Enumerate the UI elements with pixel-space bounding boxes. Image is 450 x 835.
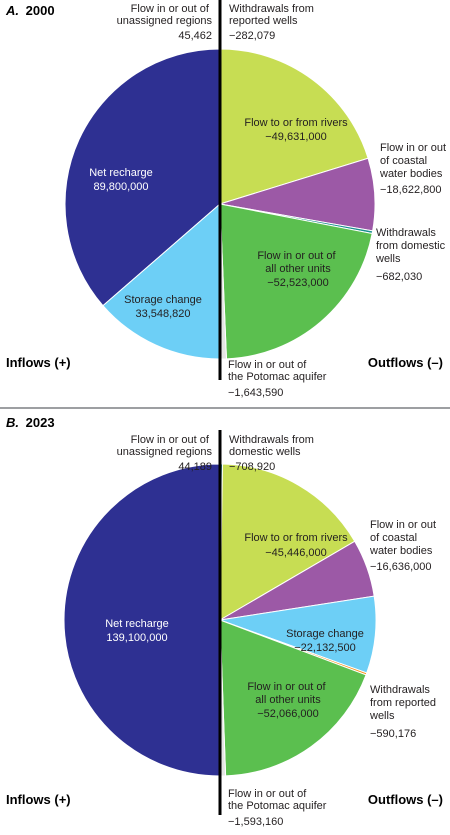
label-rivers-2023: Flow to or from rivers [244,532,348,544]
panel-a-title: A. 2000 [5,3,55,18]
label-potomac-2023-line1: Flow in or out of [228,788,307,800]
label-domestic-wells-2000-line1: Withdrawals [376,227,436,239]
label-coastal-2023-line1: Flow in or out [370,519,436,531]
inflows-label-2000: Inflows (+) [6,355,71,370]
value-unassigned-2023: 44,189 [178,461,212,473]
label-reported-wells-2023: Withdrawals from reported wells [369,684,439,722]
label-reported-wells-2000-line1: Withdrawals from [229,3,314,15]
value-storage-change-2023: −22,132,500 [294,642,355,654]
label-other-units-2023-line2: all other units [255,694,321,706]
label-unassigned-2000: Flow in or out of unassigned regions [117,3,213,27]
panel-b-title: B. 2023 [6,415,55,430]
label-domestic-wells-2000-line3: wells [375,253,401,265]
label-net-recharge-2023: Net recharge [105,618,169,630]
value-reported-wells-2000: −282,079 [229,30,275,42]
value-net-recharge-2000: 89,800,000 [93,181,148,193]
panel-b-letter: B. [6,415,19,430]
label-potomac-2000-line2: the Potomac aquifer [228,371,327,383]
value-rivers-2000: −49,631,000 [265,131,326,143]
label-other-units-2000-line2: all other units [265,263,331,275]
label-potomac-2023: Flow in or out of the Potomac aquifer [228,788,327,812]
label-storage-change-2000: Storage change [124,294,202,306]
label-unassigned-2000-line1: Flow in or out of [131,3,210,15]
value-potomac-2000: −1,643,590 [228,387,283,399]
outflows-label-2000: Outflows (–) [368,355,443,370]
label-potomac-2023-line2: the Potomac aquifer [228,800,327,812]
outflows-label-2023: Outflows (–) [368,792,443,807]
panel-b-year: 2023 [26,415,55,430]
inflows-label-2023: Inflows (+) [6,792,71,807]
value-potomac-2023: −1,593,160 [228,816,283,828]
label-reported-wells-2000-line2: reported wells [229,15,298,27]
label-rivers-2000: Flow to or from rivers [244,117,348,129]
label-domestic-wells-2000: Withdrawals from domestic wells [375,227,448,265]
panel-a-letter: A. [5,3,19,18]
label-reported-wells-2023-line1: Withdrawals [370,684,430,696]
label-reported-wells-2000: Withdrawals from reported wells [229,3,317,27]
value-domestic-wells-2023: −708,920 [229,461,275,473]
label-coastal-2000-line2: of coastal [380,155,427,167]
panel-a-2000: A. 2000 Net recharge 89,800,000 Storage … [5,0,449,399]
value-reported-wells-2023: −590,176 [370,728,416,740]
label-domestic-wells-2023: Withdrawals from domestic wells [229,434,317,458]
label-coastal-2000-line3: water bodies [379,168,443,180]
value-coastal-2023: −16,636,000 [370,561,431,573]
panel-b-2023: B. 2023 Net recharge 139,100,000 Flow to… [6,415,443,828]
label-coastal-2023-line2: of coastal [370,532,417,544]
value-domestic-wells-2000: −682,030 [376,271,422,283]
label-unassigned-2023-line2: unassigned regions [117,446,213,458]
label-other-units-2023: Flow in or out of all other units [247,681,328,706]
panel-a-year: 2000 [26,3,55,18]
value-net-recharge-2023: 139,100,000 [106,632,167,644]
label-potomac-2000-line1: Flow in or out of [228,359,307,371]
value-storage-change-2000: 33,548,820 [135,308,190,320]
value-rivers-2023: −45,446,000 [265,547,326,559]
value-other-units-2023: −52,066,000 [257,708,318,720]
value-unassigned-2000: 45,462 [178,30,212,42]
label-storage-change-2023: Storage change [286,628,364,640]
label-unassigned-2000-line2: unassigned regions [117,15,213,27]
label-coastal-2023: Flow in or out of coastal water bodies [369,519,439,557]
label-coastal-2023-line3: water bodies [369,545,433,557]
label-coastal-2000-line1: Flow in or out [380,142,446,154]
value-other-units-2000: −52,523,000 [267,277,328,289]
label-other-units-2023-line1: Flow in or out of [247,681,326,693]
label-other-units-2000: Flow in or out of all other units [257,250,338,275]
label-unassigned-2023-line1: Flow in or out of [131,434,210,446]
label-reported-wells-2023-line3: wells [369,710,395,722]
label-domestic-wells-2023-line2: domestic wells [229,446,301,458]
label-domestic-wells-2023-line1: Withdrawals from [229,434,314,446]
value-coastal-2000: −18,622,800 [380,184,441,196]
label-domestic-wells-2000-line2: from domestic [376,240,446,252]
label-coastal-2000: Flow in or out of coastal water bodies [379,142,449,180]
label-potomac-2000: Flow in or out of the Potomac aquifer [228,359,327,383]
label-reported-wells-2023-line2: from reported [370,697,436,709]
label-unassigned-2023: Flow in or out of unassigned regions [117,434,213,458]
label-other-units-2000-line1: Flow in or out of [257,250,336,262]
label-net-recharge-2000: Net recharge [89,167,153,179]
